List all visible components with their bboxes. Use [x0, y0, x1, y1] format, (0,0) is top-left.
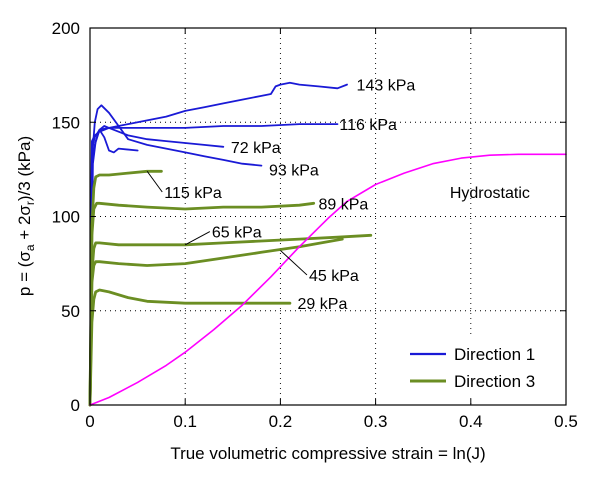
series-line-93-kpa-inner [89, 128, 139, 406]
y-tick-label: 200 [52, 19, 80, 38]
curve-label-65-kpa: 65 kPa [212, 225, 262, 242]
x-tick-label: 0.4 [459, 412, 483, 431]
curve-label-45-kpa: 45 kPa [309, 268, 359, 285]
x-tick-label: 0 [85, 412, 94, 431]
series-line-93-kpa [89, 104, 263, 406]
legend-label-direction-1: Direction 1 [454, 345, 535, 364]
series-line-65-kpa [88, 233, 373, 407]
y-tick-label: 0 [71, 396, 80, 415]
curve-label-116-kpa: 116 kPa [339, 117, 397, 134]
legend-box [402, 337, 560, 397]
series-line-116-kpa [89, 123, 339, 406]
series-line-89-kpa [88, 201, 316, 407]
series-layer [88, 81, 567, 407]
curve-label-93-kpa: 93 kPa [269, 162, 319, 179]
series-line-143-kpa [89, 81, 348, 406]
x-tick-label: 0.5 [554, 412, 578, 431]
x-axis-title: True volumetric compressive strain = ln(… [170, 444, 485, 463]
curve-label-72-kpa: 72 kPa [231, 140, 281, 157]
x-tick-label: 0.1 [173, 412, 197, 431]
curve-label-115-kpa: 115 kPa [164, 185, 222, 202]
y-tick-label: 50 [61, 302, 80, 321]
curve-label-29-kpa: 29 kPa [298, 296, 348, 313]
series-line-45-kpa [88, 237, 344, 407]
x-tick-label: 0.2 [269, 412, 293, 431]
axis-ticks: 0 0.1 0.2 0.3 0.4 0.5 0 50 100 150 200 [52, 19, 578, 431]
curve-label-143-kpa: 143 kPa [357, 78, 416, 95]
curve-label-89-kpa: 89 kPa [318, 196, 368, 213]
series-line-hydrostatic [89, 153, 567, 406]
curve-label-hydrostatic: Hydrostatic [450, 185, 530, 202]
legend: Direction 1 Direction 3 [402, 337, 560, 397]
label-pointer-45-kpa [280, 250, 308, 276]
y-tick-label: 150 [52, 113, 80, 132]
label-pointer-65-kpa [184, 231, 211, 246]
legend-label-direction-3: Direction 3 [454, 372, 535, 391]
annotations-layer: 143 kPa 116 kPa 72 kPa 93 kPa 115 kPa 89 kPa 6… [146, 78, 530, 313]
y-tick-label: 100 [52, 208, 80, 227]
label-pointer-115-kpa [146, 170, 163, 193]
x-tick-label: 0.3 [364, 412, 388, 431]
series-line-29-kpa [88, 288, 292, 407]
y-axis-title: p = (σa + 2σr)/3 (kPa) [15, 136, 37, 296]
